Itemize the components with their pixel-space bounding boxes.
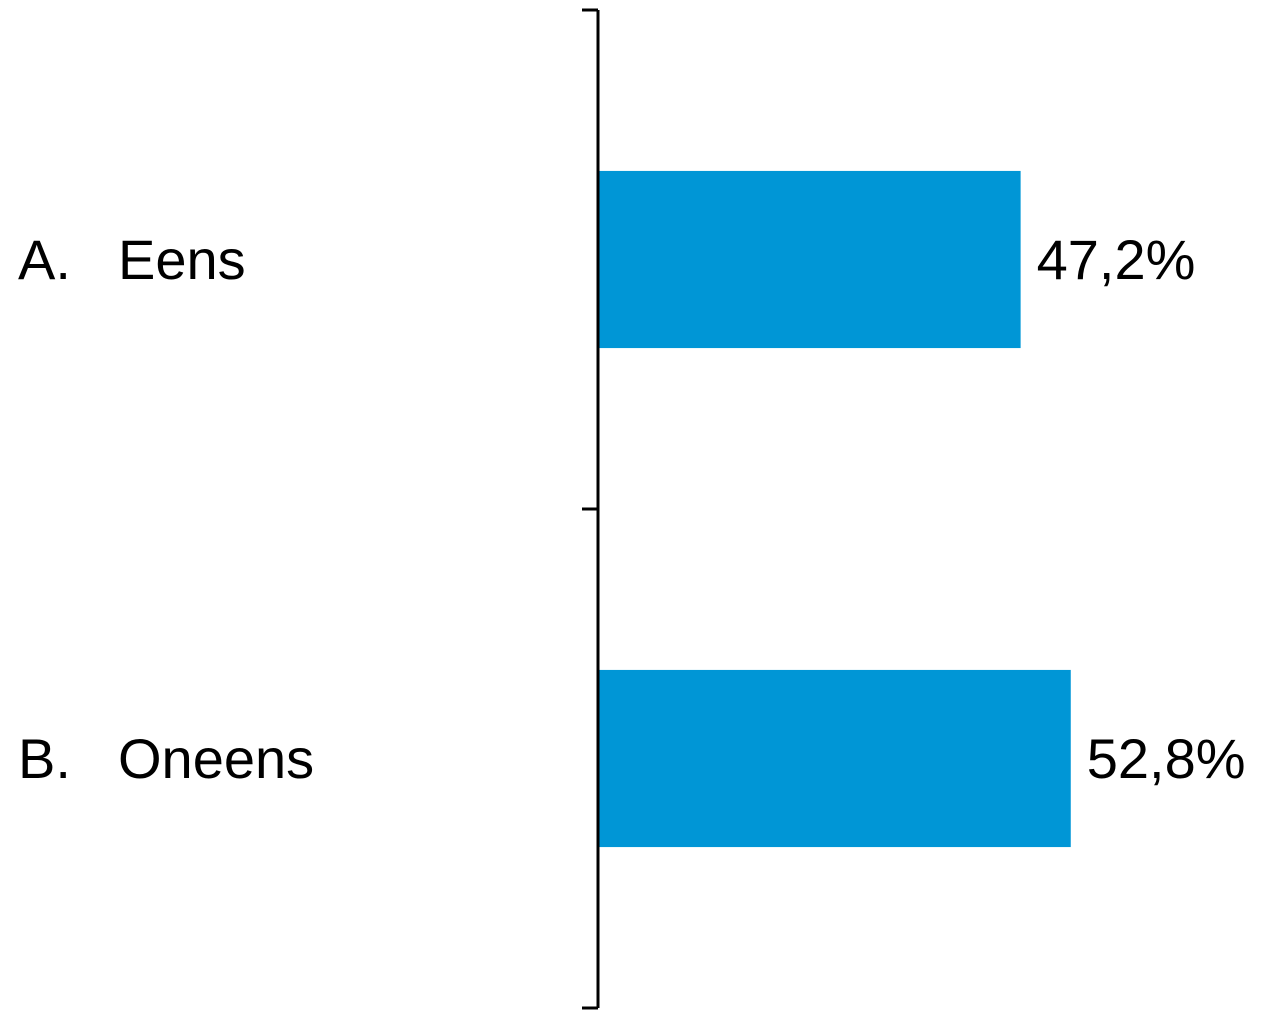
- category-letter: B.: [18, 727, 71, 790]
- labels-layer: A. Eens 47,2% B. Oneens 52,8%: [18, 228, 1246, 790]
- data-label: 47,2%: [1037, 228, 1196, 291]
- category-label: Oneens: [118, 727, 314, 790]
- category-letter: A.: [18, 228, 71, 291]
- data-label: 52,8%: [1087, 727, 1246, 790]
- bar-1: [598, 170, 1021, 349]
- y-axis-ticks: [582, 8, 598, 1010]
- bars-layer: [598, 170, 1071, 848]
- category-label: Eens: [118, 228, 246, 291]
- bar-2: [598, 669, 1071, 848]
